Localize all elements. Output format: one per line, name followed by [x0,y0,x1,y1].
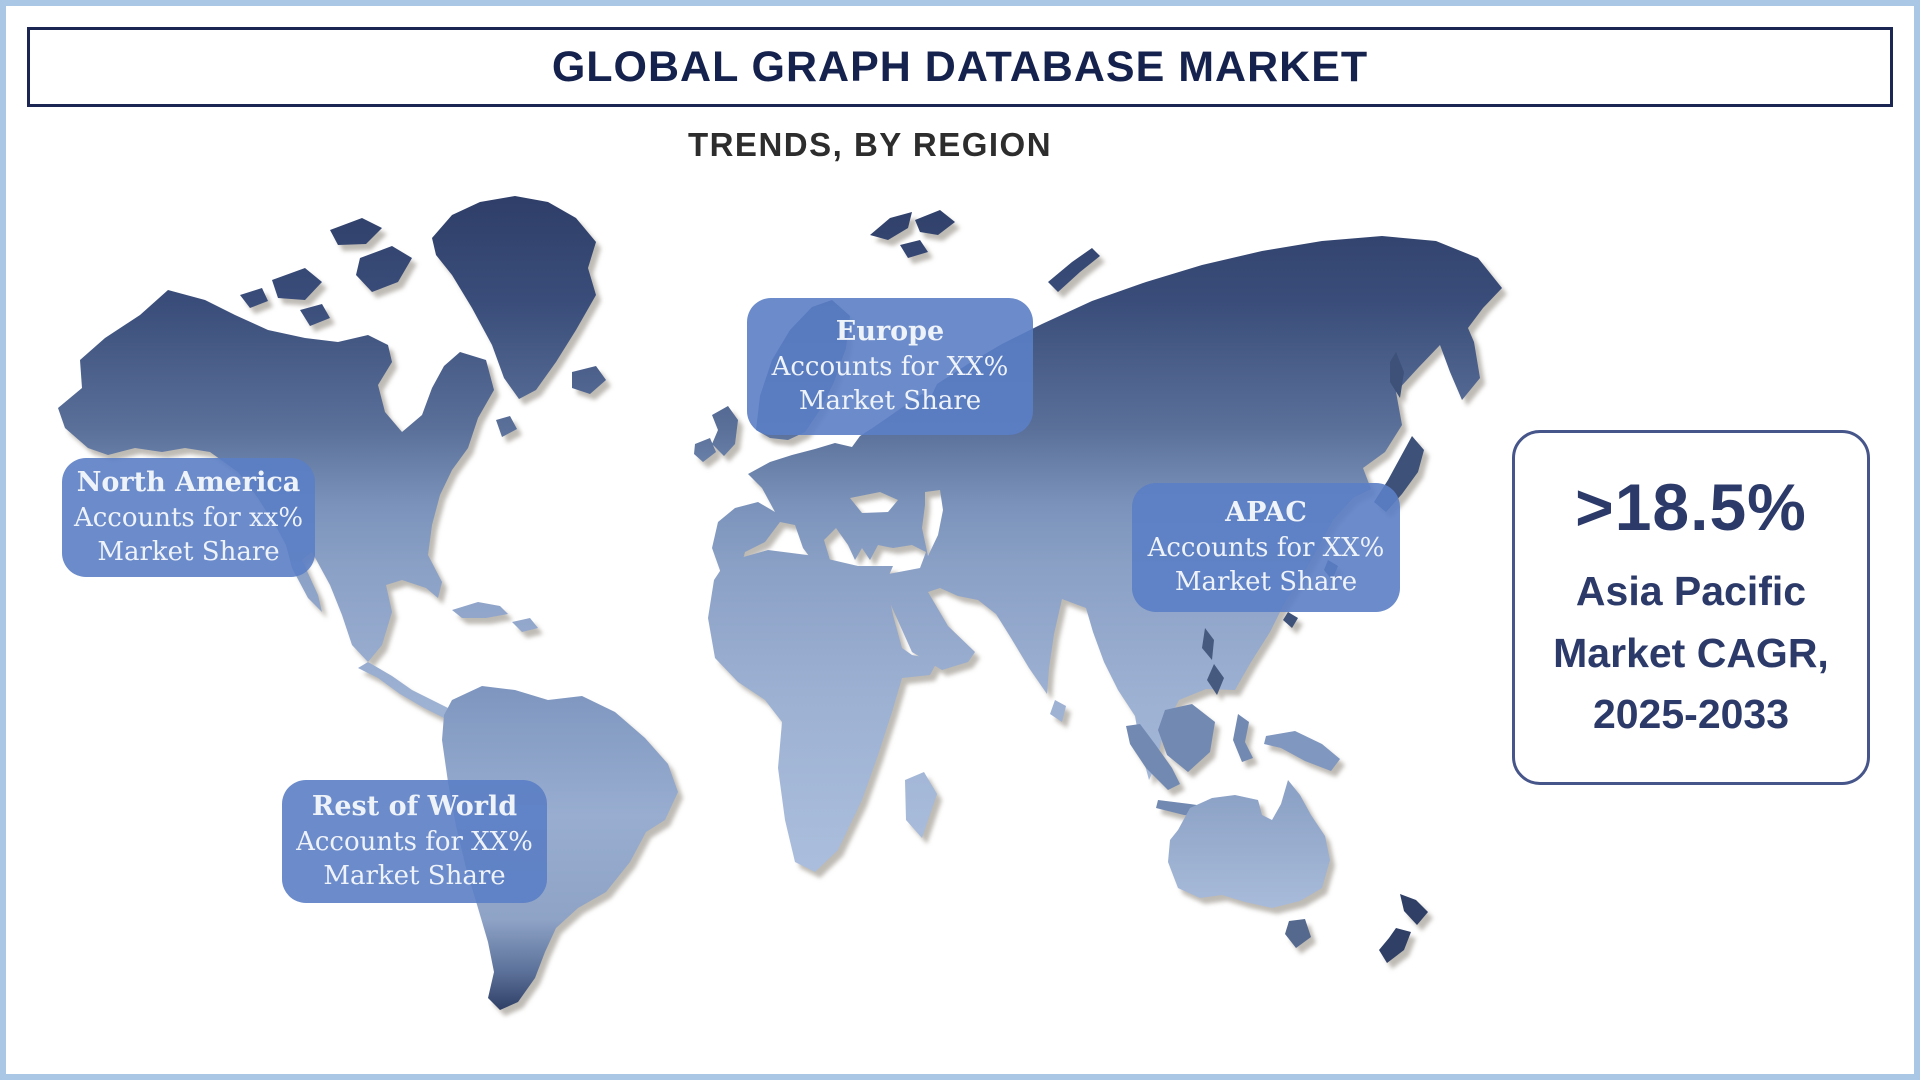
page-title: GLOBAL GRAPH DATABASE MARKET [551,42,1369,91]
landmass-newfoundland [496,416,517,437]
landmass-madagascar [905,772,937,838]
cagr-value: >18.5% [1575,470,1807,545]
landmass-new-guinea [1264,731,1340,771]
title-banner: GLOBAL GRAPH DATABASE MARKET [27,27,1893,107]
landmass-indonesia [1126,704,1253,818]
landmass-south-america [442,686,678,1010]
landmass-sri-lanka [1050,700,1066,722]
landmass-australia [1168,780,1330,908]
landmass-novaya-zemlya [1048,248,1100,292]
landmass-svalbard [870,210,955,258]
landmass-british-isles [694,406,738,462]
cagr-region-label: Asia Pacific [1575,568,1807,615]
region-name: North America [76,466,301,498]
region-name: APAC [1225,496,1307,528]
region-callout-europe: Europe Accounts for XX% Market Share [747,298,1033,435]
cagr-callout: >18.5% Asia Pacific Market CAGR, 2025-20… [1512,430,1870,785]
landmass-central-america [358,662,448,718]
region-name: Rest of World [311,790,518,822]
region-callout-apac: APAC Accounts for XX% Market Share [1132,483,1400,612]
landmass-iceland [572,366,606,394]
region-callout-rest-of-world: Rest of World Accounts for XX% Market Sh… [282,780,547,903]
region-market-line: Market Share [323,861,506,892]
region-market-line: Market Share [798,386,982,417]
region-callout-north-america: North America Accounts for xx% Market Sh… [62,458,315,577]
landmass-africa [708,550,938,872]
landmass-japan [1374,352,1424,512]
subtitle: TRENDS, BY REGION [687,126,1053,163]
cagr-metric-label: Market CAGR, [1553,629,1829,676]
landmass-new-zealand [1379,894,1428,963]
region-market-line: Market Share [97,537,280,568]
region-market-line: Market Share [1174,567,1358,598]
region-share-line: Accounts for xx% [73,502,304,533]
landmass-philippines [1202,628,1224,695]
landmass-greenland [432,196,596,399]
landmass-tasmania [1285,919,1311,948]
landmass-caribbean [452,602,538,632]
landmass-eurasia [712,236,1502,780]
region-name: Europe [835,315,945,347]
region-share-line: Accounts for XX% [771,351,1009,382]
region-share-line: Accounts for XX% [296,826,533,857]
landmass-arctic-islands [240,218,412,326]
region-share-line: Accounts for XX% [1147,532,1385,563]
cagr-period-label: 2025-2033 [1592,691,1790,738]
